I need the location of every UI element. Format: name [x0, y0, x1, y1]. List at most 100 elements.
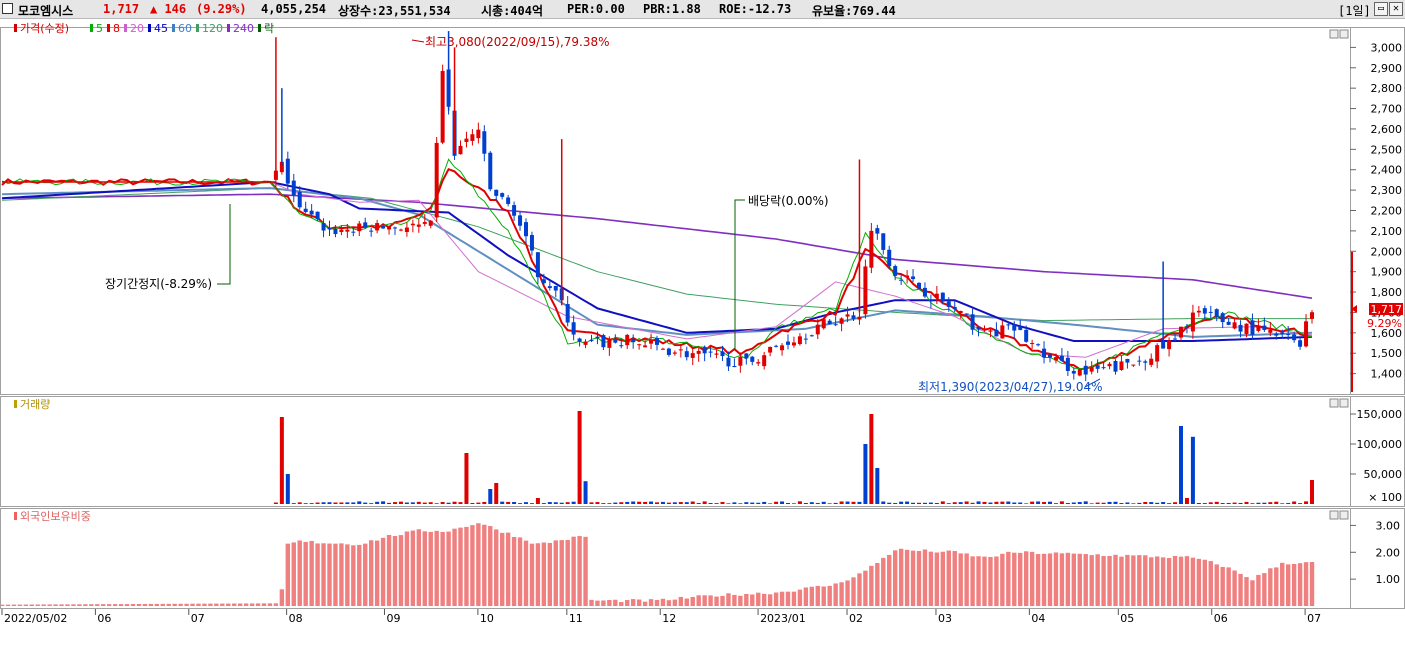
candle-body	[1065, 357, 1070, 371]
candle-body	[637, 344, 642, 346]
volume-bar	[518, 503, 523, 504]
foreign-bar	[494, 529, 499, 606]
foreign-bar	[1012, 552, 1017, 606]
legend-swatch	[148, 24, 151, 32]
foreign-bar	[964, 553, 969, 606]
foreign-bar	[910, 550, 916, 606]
foreign-bar	[261, 603, 267, 606]
candle-body	[625, 334, 630, 346]
foreign-bar	[547, 542, 553, 606]
candle-body	[958, 311, 963, 314]
candle-body	[1089, 367, 1094, 372]
foreign-bar	[0, 604, 5, 606]
legend-swatch	[196, 24, 199, 32]
candle-body	[887, 249, 892, 267]
volume-bar	[1226, 502, 1231, 504]
candle-body	[1036, 344, 1041, 346]
volume-panel: 150,000 100,000 50,000 × 100 거래량	[14, 398, 1402, 504]
candle-body	[1173, 338, 1178, 340]
volume-bar	[1298, 503, 1303, 504]
foreign-bar	[95, 604, 100, 606]
date-tick-label: 12	[662, 612, 676, 625]
foreign-bar	[11, 604, 17, 606]
volume-bar	[1024, 503, 1029, 504]
foreign-bar	[970, 556, 975, 606]
foreign-bar	[809, 586, 815, 606]
price-tick-label: 1,500	[1371, 347, 1403, 360]
volume-bar	[970, 502, 975, 504]
close-icon[interactable]: ✕	[1389, 2, 1403, 16]
candle-body	[571, 322, 576, 335]
volume-bar	[1107, 501, 1112, 504]
foreign-bar	[410, 530, 416, 606]
volume-bar	[821, 501, 826, 504]
candle-body	[1280, 332, 1285, 334]
volume-bar	[285, 474, 290, 504]
candle-body	[1131, 364, 1136, 366]
volume-bar	[291, 503, 296, 504]
foreign-bar	[1280, 562, 1285, 606]
candle-body	[381, 226, 386, 229]
candle-body	[1274, 333, 1279, 336]
candle-body	[869, 230, 874, 268]
volume-bar	[559, 502, 564, 504]
foreign-bar	[827, 585, 832, 606]
volume-bar	[672, 502, 677, 504]
select-checkbox[interactable]	[2, 3, 13, 14]
volume-bar	[398, 501, 403, 504]
foreign-bar	[1184, 556, 1190, 606]
volume-bar	[488, 489, 493, 504]
foreign-bar	[23, 604, 29, 606]
volume-bar	[631, 501, 636, 504]
volume-bar	[934, 502, 939, 504]
volume-bar	[381, 501, 386, 504]
date-tick-label: 07	[191, 612, 205, 625]
candle-body	[714, 353, 719, 355]
candle-body	[1113, 360, 1118, 372]
candle-body	[333, 228, 338, 235]
restore-icon[interactable]: ▭	[1374, 2, 1388, 16]
ma60-line	[1, 187, 1313, 338]
volume-bar	[309, 503, 314, 504]
period-button[interactable]: [1일]	[1338, 4, 1371, 18]
foreign-bar	[1137, 555, 1142, 606]
volume-bar	[1059, 501, 1064, 504]
candle-body	[1220, 313, 1225, 323]
title-bar: 모코엠시스 1,717 ▲ 146 (9.29%) 4,055,254 상장수:…	[0, 0, 1405, 19]
volume-bar	[863, 444, 868, 504]
price-tick-label: 2,600	[1371, 123, 1403, 136]
candle-body	[482, 131, 487, 154]
volume-bar	[893, 502, 898, 504]
ma120-line	[1, 187, 1312, 322]
volume-bar	[1071, 502, 1076, 504]
foreign-bar	[1226, 567, 1231, 606]
date-tick-label: 02	[849, 612, 863, 625]
candle-body	[1149, 358, 1154, 365]
foreign-bar	[976, 556, 981, 606]
volume-bar	[1238, 502, 1243, 504]
candle-body	[1030, 343, 1035, 345]
candle-body	[1298, 340, 1303, 347]
legend-swatch	[227, 24, 230, 32]
roe-value: ROE:-12.73	[719, 2, 792, 16]
volume-bar	[279, 417, 284, 504]
volume-bar	[786, 502, 790, 504]
halt-annotation: 장기간정지(-8.29%)	[105, 277, 212, 291]
volume-bar	[428, 502, 433, 504]
foreign-bar	[583, 536, 588, 606]
candle-body	[351, 231, 356, 233]
volume-bar	[1161, 502, 1166, 504]
foreign-bar	[934, 552, 940, 606]
foreign-bar	[452, 528, 457, 606]
volume-bar	[589, 502, 594, 504]
legend-swatch	[124, 24, 127, 32]
volume-bar	[726, 503, 731, 504]
foreign-bar	[374, 540, 380, 606]
volume-legend-swatch	[14, 400, 17, 408]
foreign-bar	[988, 556, 993, 606]
legend-label: 60	[178, 22, 192, 35]
volume-bar	[303, 503, 308, 504]
volume-bar	[988, 502, 993, 504]
volume-bar	[410, 502, 415, 504]
foreign-bar	[136, 603, 142, 606]
